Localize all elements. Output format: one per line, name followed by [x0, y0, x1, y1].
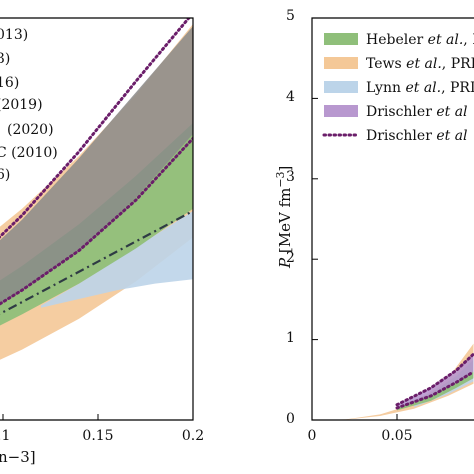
legend-entry-hebeler: Hebeler et al., PRL: [366, 32, 474, 48]
left-legend-fragment-6: C (2010): [0, 145, 58, 161]
right-series-dotted-upper: [395, 352, 474, 407]
right-axes-frame: [311, 17, 474, 421]
left-ticks: [2, 414, 194, 420]
right-x-tick-label-0.05: 0.05: [381, 428, 412, 444]
left-legend-fragment-7: 6): [0, 167, 10, 183]
right-y-tick-label-4: 4: [286, 89, 295, 105]
legend-swatch-hebeler: [324, 33, 358, 45]
legend-swatch-drischler-band: [324, 105, 358, 117]
legend-entry-drischler-band: Drischler et al: [366, 104, 468, 120]
legend-swatch-tews: [324, 57, 358, 69]
legend-entry-tews: Tews et al., PRL: [366, 56, 474, 72]
right-series-dotted-lower: [395, 370, 474, 410]
left-x-axis-label-fragment: n−3]: [0, 448, 36, 466]
right-y-tick-label-2: 2: [286, 250, 295, 266]
right-legend: Hebeler et al., PRL Tews et al., PRL Lyn…: [318, 26, 474, 156]
left-legend-fragment-5: (2020): [7, 122, 54, 138]
left-series-dotted-upper: [0, 18, 191, 239]
right-y-tick-label-1: 1: [286, 330, 295, 346]
left-axes-frame: [0, 17, 194, 421]
left-x-tick-label-0.15: 0.15: [82, 428, 113, 444]
legend-swatch-lynn: [324, 81, 358, 93]
right-panel: Hebeler et al., PRL Tews et al., PRL Lyn…: [274, 8, 474, 444]
right-plot-area: [312, 343, 474, 420]
left-x-tick-label-partial: .1: [0, 428, 10, 444]
right-x-tick-label-0: 0: [308, 428, 317, 444]
left-plot-area: [0, 18, 193, 360]
left-series-gray-band: [0, 26, 193, 304]
left-series-dash-dot: [0, 210, 193, 316]
left-legend-fragment-1: 013): [0, 27, 28, 43]
right-ticks: [311, 17, 398, 421]
left-legend-fragment-2: 3): [0, 51, 10, 67]
left-panel: 013) 3) 16) (2019) (2020) C (2010) 6) .1…: [0, 17, 204, 466]
right-y-tick-label-0: 0: [286, 411, 295, 427]
right-series-green-band: [397, 359, 474, 411]
left-legend-fragment-4: (2019): [0, 97, 43, 113]
left-series-dotted-lower: [0, 136, 193, 306]
legend-entry-drischler-dotted: Drischler et al: [366, 128, 468, 144]
right-series-orange-band: [312, 343, 474, 420]
right-y-axis-label: P [MeV fm−3]: [274, 166, 294, 269]
right-y-tick-label-5: 5: [286, 8, 295, 24]
left-x-tick-label-0.2: 0.2: [182, 428, 204, 444]
legend-entry-lynn: Lynn et al., PRL: [366, 80, 474, 96]
left-legend-fragment-3: 16): [0, 75, 19, 91]
right-y-tick-label-3: 3: [286, 169, 295, 185]
